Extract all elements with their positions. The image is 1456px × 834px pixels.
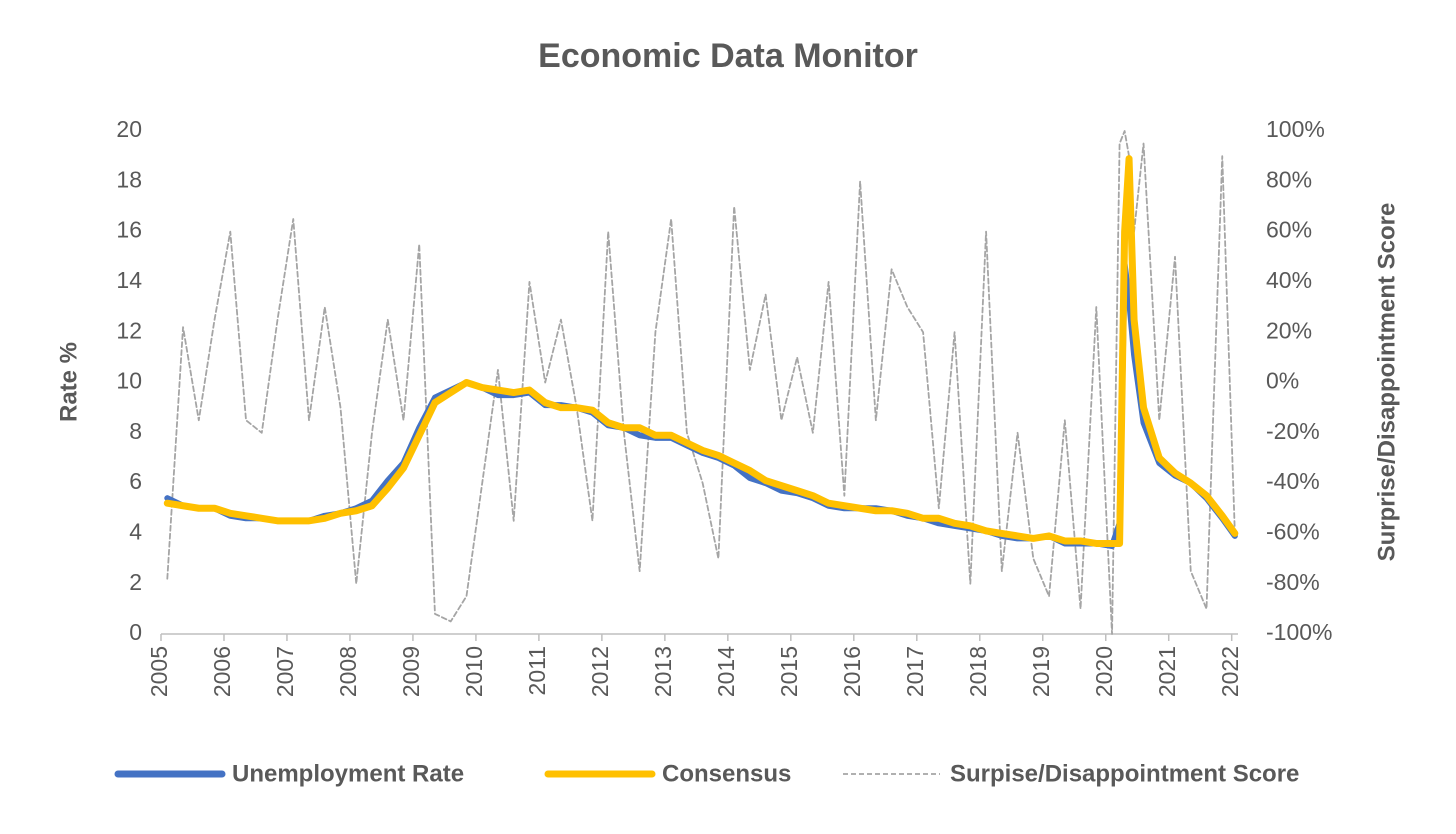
legend-label: Unemployment Rate [232, 760, 464, 787]
y-tick-label: 2 [129, 569, 142, 595]
x-tick-label: 2011 [524, 646, 550, 695]
x-tick-label: 2010 [461, 646, 487, 697]
y-tick-label: 14 [116, 267, 142, 293]
x-tick-label: 2012 [587, 646, 613, 697]
x-tick-label: 2006 [209, 646, 235, 697]
y2-tick-label: -80% [1266, 569, 1320, 595]
x-tick-label: 2013 [650, 646, 676, 697]
y-tick-label: 6 [129, 468, 142, 494]
x-tick-label: 2005 [146, 646, 172, 697]
x-tick-label: 2016 [839, 646, 865, 697]
y-tick-label: 4 [129, 518, 142, 544]
y-tick-label: 12 [116, 317, 142, 343]
y-tick-label: 16 [116, 217, 142, 243]
y-tick-label: 10 [116, 368, 142, 394]
legend-label: Surpise/Disappointment Score [950, 760, 1299, 787]
x-tick-label: 2008 [335, 646, 361, 697]
y2-tick-label: 100% [1266, 116, 1325, 142]
y2-axis-title: Surprise/Disappointment Score [1373, 203, 1400, 562]
legend-label: Consensus [662, 760, 791, 787]
x-tick-label: 2022 [1217, 646, 1243, 697]
y-tick-label: 0 [129, 619, 142, 645]
y-tick-label: 8 [129, 418, 142, 444]
y2-tick-label: 80% [1266, 166, 1312, 192]
y-axis-title: Rate % [55, 342, 82, 422]
x-tick-label: 2007 [272, 646, 298, 697]
x-tick-label: 2020 [1091, 646, 1117, 697]
y2-tick-label: 0% [1266, 368, 1299, 394]
y2-tick-label: -60% [1266, 518, 1320, 544]
series-line [164, 261, 1238, 549]
series-line [163, 155, 1239, 547]
x-tick-label: 2019 [1028, 646, 1054, 697]
chart-title: Economic Data Monitor [538, 37, 918, 75]
x-tick-label: 2017 [902, 646, 928, 697]
x-tick-label: 2018 [965, 646, 991, 697]
x-tick-label: 2009 [398, 646, 424, 697]
y2-tick-label: -40% [1266, 468, 1320, 494]
x-tick-label: 2015 [776, 646, 802, 697]
y2-tick-label: -20% [1266, 418, 1320, 444]
y2-tick-label: 40% [1266, 267, 1312, 293]
y-tick-label: 18 [116, 166, 142, 192]
x-tick-label: 2021 [1154, 646, 1180, 697]
y-tick-label: 20 [116, 116, 142, 142]
y2-tick-label: -100% [1266, 619, 1332, 645]
y2-tick-label: 60% [1266, 217, 1312, 243]
series-line [166, 130, 1236, 635]
x-tick-label: 2014 [713, 646, 739, 697]
y2-tick-label: 20% [1266, 317, 1312, 343]
